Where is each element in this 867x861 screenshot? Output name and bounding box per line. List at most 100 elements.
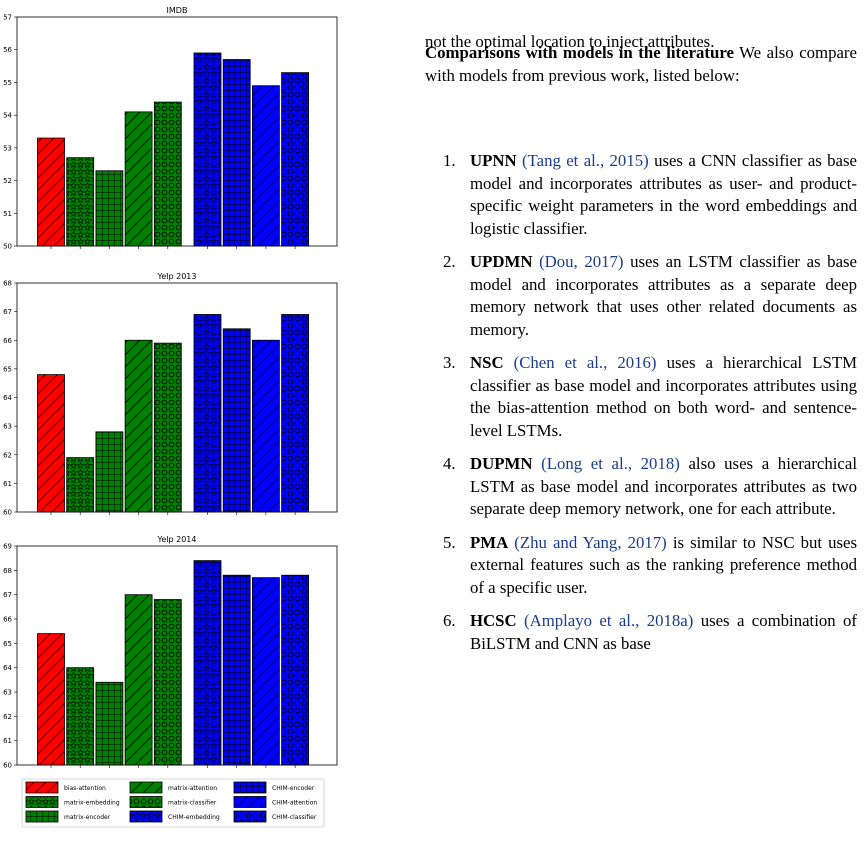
legend-swatch-matrix-attention — [129, 781, 163, 794]
bar-CHIM-encoder — [222, 574, 251, 766]
citation-link[interactable]: (Amplayo et al., 2018a) — [523, 611, 694, 630]
legend-swatch-CHIM-embedding — [129, 810, 163, 823]
y-tick-label: 52 — [3, 177, 12, 185]
axes-frame — [16, 16, 338, 247]
paragraph-end: not the optimal location to inject attri… — [425, 32, 715, 51]
subplot-title: Yelp 2013 — [157, 272, 197, 281]
bar-CHIM-embedding — [193, 314, 222, 513]
model-name: DUPMN — [470, 454, 533, 473]
subplot-title: IMDB — [167, 6, 188, 15]
bar-matrix-attention — [124, 594, 153, 766]
y-tick-label: 62 — [3, 713, 12, 721]
bar-CHIM-encoder — [222, 328, 251, 513]
legend-swatch-matrix-classifier — [129, 796, 163, 808]
subplot-3: Yelp 2014 60 61 62 63 64 65 66 67 68 69 — [3, 535, 338, 770]
bar-matrix-encoder — [95, 170, 124, 247]
y-tick-label: 64 — [3, 394, 12, 402]
bar-matrix-attention — [124, 111, 153, 247]
section-paragraph: Comparisons with models in the literatur… — [425, 42, 857, 87]
bar-CHIM-classifier — [281, 72, 310, 247]
y-tick-label: 63 — [3, 689, 12, 697]
bar-bias-attention — [37, 137, 65, 247]
bar-matrix-attention — [124, 339, 153, 513]
bar-matrix-embedding — [66, 157, 95, 247]
citation-link[interactable]: (Chen et al., 2016) — [513, 353, 657, 372]
axes-frame — [16, 545, 338, 766]
citation-link[interactable]: (Dou, 2017) — [539, 252, 624, 271]
list-number: 1. — [443, 151, 456, 170]
legend-swatch-CHIM-classifier — [233, 810, 267, 823]
model-name: UPDMN — [470, 252, 533, 271]
subplot-title: Yelp 2014 — [157, 535, 197, 544]
legend-label: CHIM-encoder — [272, 785, 315, 792]
model-description: is similar to NSC but uses external feat… — [470, 532, 858, 597]
legend-swatch-CHIM-encoder — [233, 781, 267, 794]
legend-label: bias-attention — [64, 785, 106, 792]
bar-matrix-encoder — [95, 431, 124, 513]
legend-label: CHIM-attention — [272, 800, 317, 807]
list-number: 6. — [443, 611, 456, 630]
y-tick-label: 67 — [3, 591, 12, 599]
legend-swatch-bias-attention — [25, 781, 59, 794]
y-tick-label: 68 — [3, 280, 12, 288]
bar-matrix-encoder — [95, 681, 124, 766]
y-tick-label: 60 — [3, 509, 12, 517]
bar-matrix-classifier — [153, 342, 182, 513]
legend-swatch-CHIM-attention — [233, 796, 267, 808]
model-name: PMA — [470, 532, 509, 552]
model-description: uses a CNN classifier as base model and … — [470, 151, 857, 238]
citation-link[interactable]: (Long et al., 2018) — [541, 454, 680, 473]
bar-CHIM-classifier — [281, 574, 310, 766]
y-tick-label: 61 — [3, 737, 12, 745]
y-tick-label: 65 — [3, 365, 12, 373]
y-tick-label: 63 — [3, 423, 12, 431]
subplot-2: Yelp 2013 60 61 62 63 64 65 66 67 68 — [3, 272, 338, 517]
y-tick-label: 65 — [3, 640, 12, 648]
legend-label: matrix-classifier — [168, 800, 217, 807]
bar-CHIM-classifier — [281, 314, 310, 513]
model-description: uses a hierarchical LSTM classifier as b… — [470, 353, 857, 440]
legend-label: CHIM-classifier — [272, 814, 317, 821]
bar-CHIM-embedding — [193, 52, 222, 247]
list-item: 5. PMA (Zhu and Yang, 2017) is similar t… — [425, 532, 857, 600]
model-description: uses an LSTM classifier as base model an… — [470, 252, 858, 339]
model-description: also uses a hierarchical LSTM as base mo… — [470, 454, 857, 518]
bar-CHIM-embedding — [193, 560, 222, 766]
y-tick-label: 60 — [3, 762, 12, 770]
list-number: 4. — [443, 454, 456, 473]
y-tick-label: 62 — [3, 451, 12, 459]
legend-swatch-matrix-encoder — [25, 810, 59, 823]
subplot-1: IMDB 50 51 52 53 54 55 56 57 — [3, 6, 338, 251]
bar-bias-attention — [37, 633, 65, 766]
paragraph-heading: Comparisons with models in the literatur… — [425, 43, 734, 62]
citation-link[interactable]: (Zhu and Yang, 2017) — [514, 532, 667, 552]
model-list: 1. UPNN (Tang et al., 2015) uses a CNN c… — [425, 150, 857, 655]
y-tick-label: 69 — [3, 543, 12, 551]
list-number: 3. — [443, 353, 456, 372]
bar-CHIM-encoder — [222, 59, 251, 247]
y-tick-label: 64 — [3, 664, 12, 672]
legend: bias-attention matrix-attention CHIM-encod… — [21, 778, 325, 828]
model-name: HCSC — [470, 611, 517, 630]
bar-CHIM-attention — [251, 577, 280, 766]
y-tick-label: 53 — [3, 144, 12, 152]
legend-swatch-matrix-embedding — [25, 796, 59, 808]
y-tick-label: 61 — [3, 480, 12, 488]
y-tick-label: 56 — [3, 46, 12, 54]
list-item: 4. DUPMN (Long et al., 2018) also uses a… — [425, 453, 857, 521]
bar-matrix-embedding — [66, 667, 95, 766]
list-item: 6. HCSC (Amplayo et al., 2018a) uses a c… — [425, 610, 857, 655]
bar-matrix-embedding — [66, 457, 95, 513]
y-tick-label: 57 — [3, 14, 12, 22]
list-item: 2. UPDMN (Dou, 2017) uses an LSTM classi… — [425, 251, 857, 341]
y-tick-label: 50 — [3, 243, 12, 251]
list-number: 2. — [443, 252, 456, 271]
y-tick-label: 54 — [3, 112, 12, 120]
model-name: UPNN — [470, 151, 517, 170]
bar-CHIM-attention — [251, 339, 280, 513]
bar-matrix-classifier — [153, 101, 182, 247]
citation-link[interactable]: (Tang et al., 2015) — [521, 151, 649, 170]
legend-label: matrix-attention — [168, 785, 217, 792]
y-tick-label: 66 — [3, 616, 12, 624]
list-number: 5. — [443, 532, 456, 552]
